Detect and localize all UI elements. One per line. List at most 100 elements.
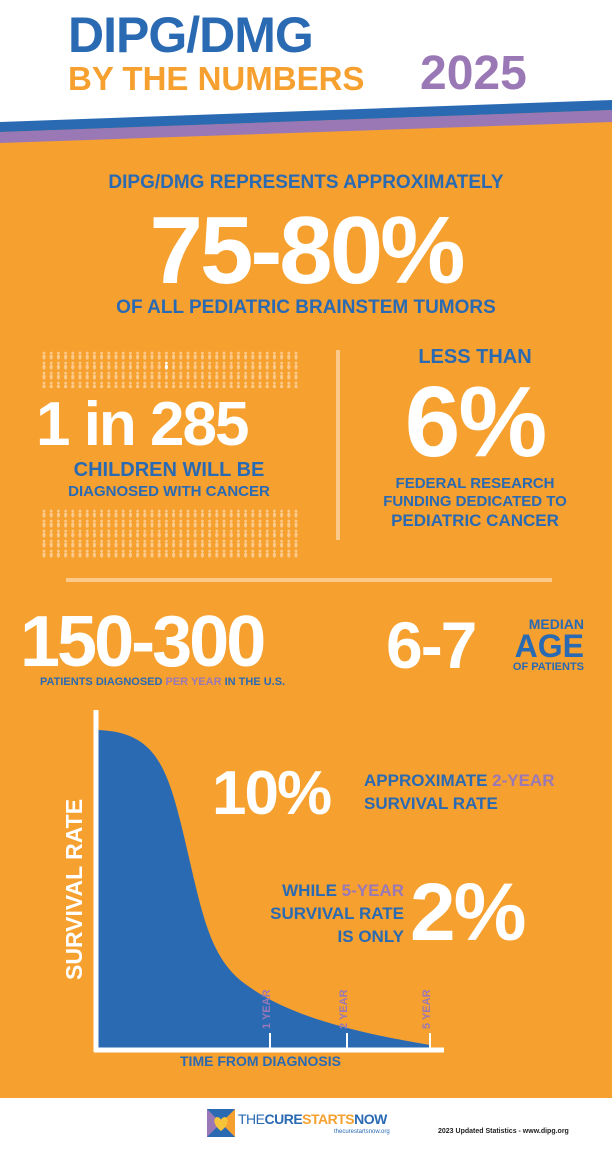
marker-2-year-label: 2 YEAR [338,989,350,1029]
logo-mark-icon [207,1109,235,1137]
person-dot-icon [121,509,125,518]
person-dot-icon [294,539,298,548]
person-dot-icon [42,361,46,370]
person-dot-icon [56,539,60,548]
person-dot-icon [244,361,248,370]
person-dot-icon [157,539,161,548]
person-dot-icon [164,519,168,528]
person-dot-icon [157,519,161,528]
person-dot-icon [49,519,53,528]
person-dot-icon [244,371,248,380]
person-dot-icon [265,519,269,528]
person-dot-icon [114,381,118,388]
person-dot-icon [157,351,161,360]
person-dot-icon [265,539,269,548]
person-dot-icon [78,529,82,538]
person-dot-icon [193,539,197,548]
person-dot-icon [107,361,111,370]
person-dot-icon [150,519,154,528]
person-dot-icon [236,371,240,380]
person-dot-icon [222,539,226,548]
person-dot-icon [280,361,284,370]
y-axis-label: SURVIVAL RATE [61,799,87,980]
person-dot-icon [114,371,118,380]
funding-value: 6% [404,366,548,478]
person-dot-icon [56,351,60,360]
two-year-highlight: 2-YEAR [492,771,555,790]
logo-starts: STARTS [302,1111,355,1127]
person-dot-icon [294,529,298,538]
person-dot-icon [164,381,168,388]
person-dot-icon [100,361,104,370]
person-dot-icon [64,549,68,558]
person-dot-icon [186,529,190,538]
person-dot-icon [136,529,140,538]
person-dot-icon [215,381,219,388]
person-dot-icon [280,509,284,518]
person-dot-icon [42,539,46,548]
person-dot-icon [128,539,132,548]
five-year-line2: SURVIVAL RATE [270,904,404,923]
person-dot-icon [272,371,276,380]
horizontal-divider [66,578,552,582]
five-year-line1: WHILE 5-YEAR [240,882,404,899]
person-dot-icon [258,529,262,538]
person-dot-icon [92,351,96,360]
person-dot-icon [92,549,96,558]
person-dot-icon [244,539,248,548]
person-dot-icon [128,509,132,518]
person-dot-icon [229,519,233,528]
person-dot-icon [49,371,53,380]
person-dot-icon [56,549,60,558]
person-dot-icon [164,529,168,538]
person-dot-icon [157,371,161,380]
person-dot-icon [251,361,255,370]
person-dot-icon [92,529,96,538]
two-year-pre: APPROXIMATE [364,771,493,790]
person-dot-icon [251,519,255,528]
person-dot-icon [100,539,104,548]
survival-chart: 1 YEAR 2 YEAR 5 YEAR SURVIVAL RATE TIME … [61,710,444,1069]
person-dot-icon [172,381,176,388]
age-label-mid: AGE [514,628,584,664]
person-dot-icon [157,529,161,538]
brainstem-intro: DIPG/DMG REPRESENTS APPROXIMATELY [108,172,504,193]
person-dot-icon [64,519,68,528]
person-dot-icon [114,361,118,370]
person-dot-icon [200,381,204,388]
person-dot-icon [42,519,46,528]
person-dot-icon [186,549,190,558]
person-dot-icon [179,519,183,528]
person-dot-icon [121,519,125,528]
person-dot-icon [42,529,46,538]
person-dot-icon [294,371,298,380]
person-dot-icon [251,381,255,388]
person-dot-icon [280,371,284,380]
person-dot-icon [236,509,240,518]
person-dot-icon [92,381,96,388]
patients-caption-pre: PATIENTS DIAGNOSED [40,676,166,688]
person-dot-icon [49,509,53,518]
person-dot-icon [85,509,89,518]
patients-caption: PATIENTS DIAGNOSED PER YEAR IN THE U.S. [40,677,285,688]
person-dot-icon [100,381,104,388]
person-dot-icon [71,509,75,518]
person-dot-icon [208,371,212,380]
person-dot-icon [229,549,233,558]
person-dot-icon [143,539,147,548]
person-dot-icon [42,381,46,388]
patients-value: 150-300 [20,602,266,682]
person-dot-icon [150,539,154,548]
person-dot-icon [164,539,168,548]
person-dot-icon [121,549,125,558]
person-dot-icon [143,351,147,360]
person-dot-icon [208,529,212,538]
person-dot-icon [229,361,233,370]
person-dot-icon [208,361,212,370]
person-dot-icon [121,529,125,538]
person-dot-icon [294,509,298,518]
person-dot-icon [136,351,140,360]
person-dot-icon [258,519,262,528]
person-dot-icon [229,371,233,380]
person-dot-icon [280,539,284,548]
